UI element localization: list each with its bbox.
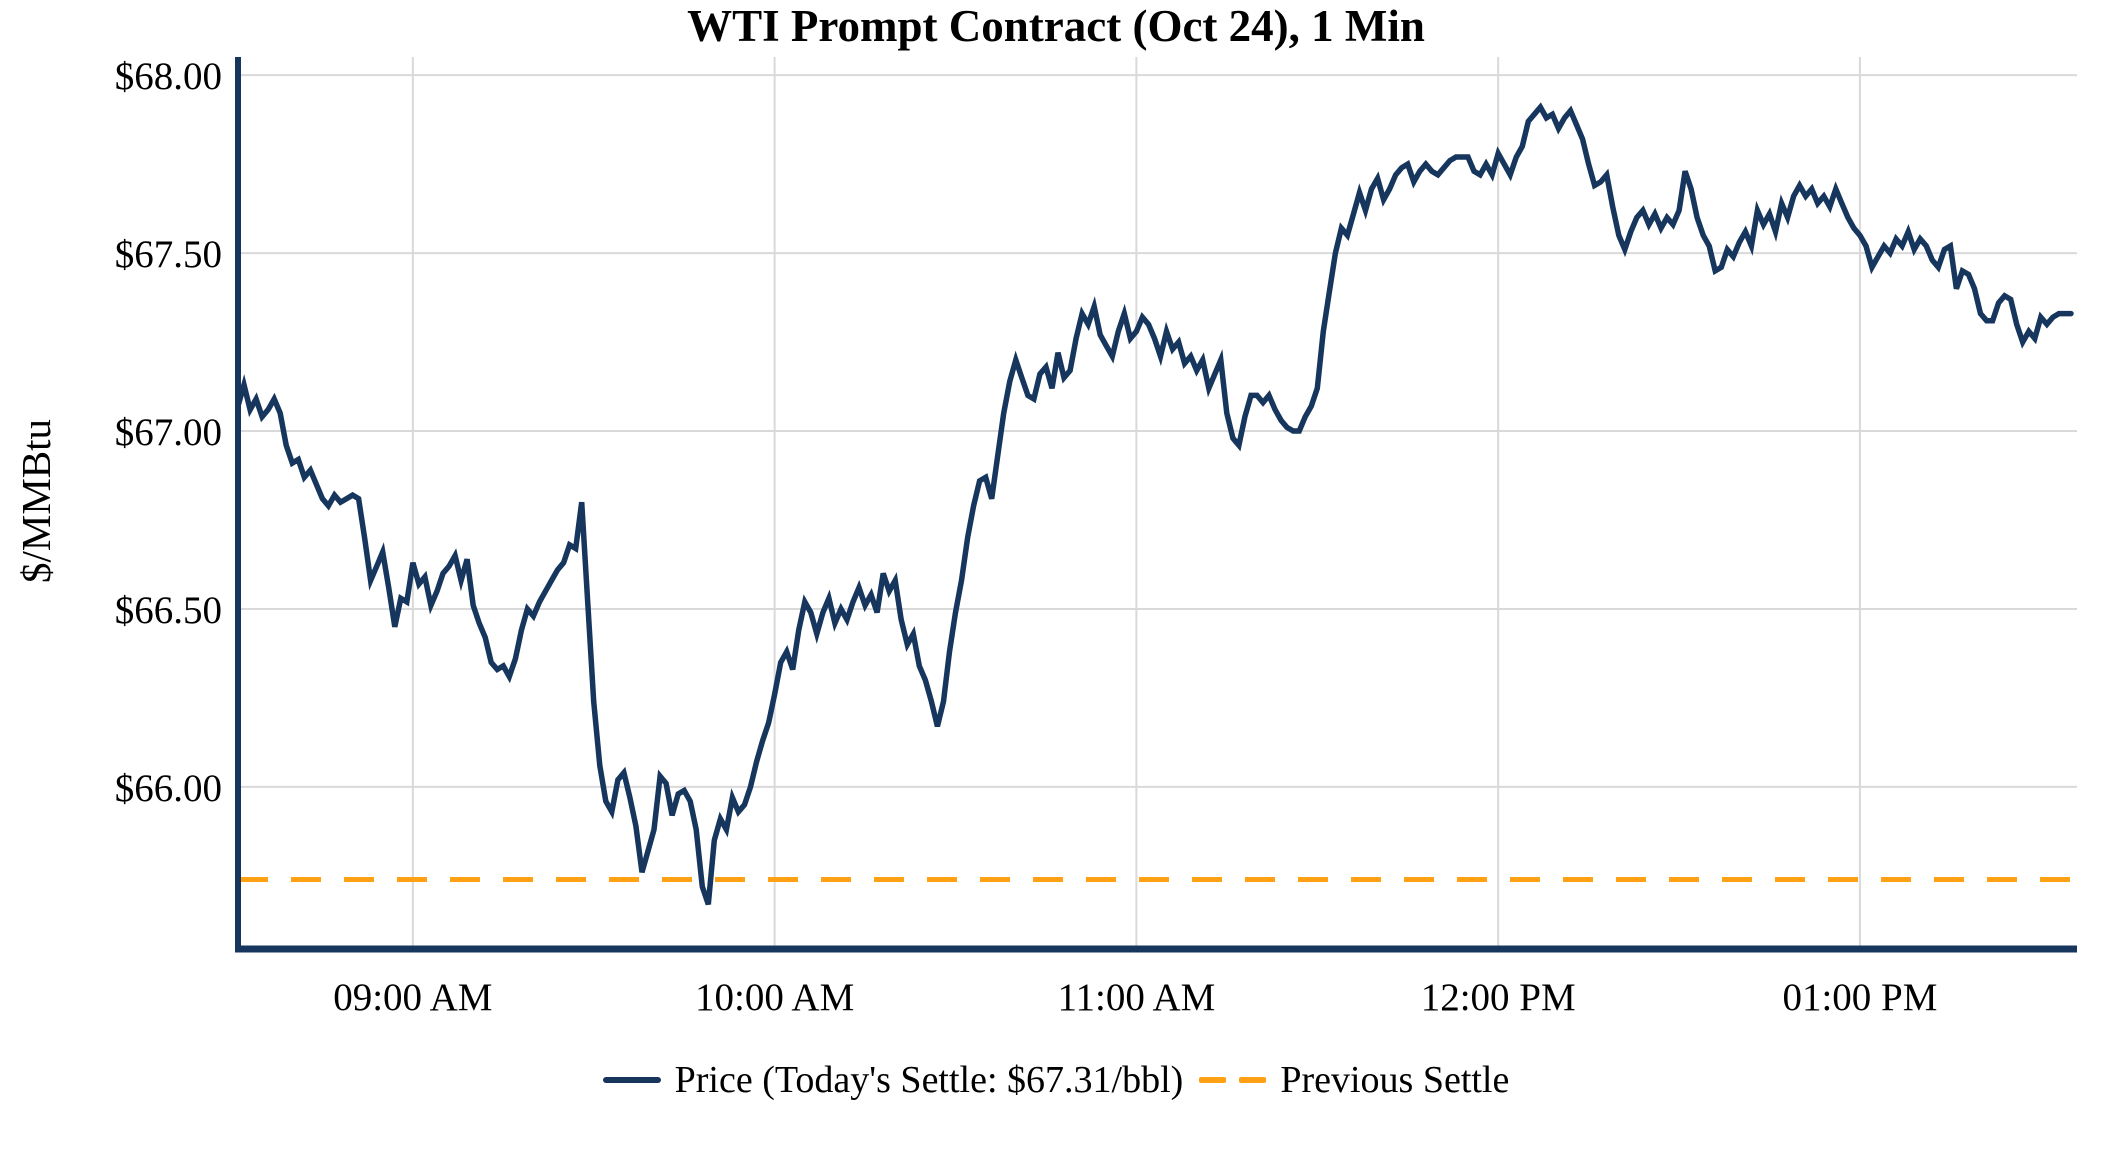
legend-price-label: Price (Today's Settle: $67.31/bbl) bbox=[674, 1059, 1184, 1101]
previous-settle-dash-icon bbox=[1199, 1077, 1267, 1083]
chart-title: WTI Prompt Contract (Oct 24), 1 Min bbox=[687, 1, 1425, 51]
svg-text:$67.50: $67.50 bbox=[115, 233, 222, 276]
svg-text:$66.00: $66.00 bbox=[115, 767, 222, 810]
axes bbox=[235, 57, 2077, 953]
y-tick-labels: $68.00 $67.50 $67.00 $66.50 $66.00 bbox=[115, 55, 222, 810]
price-line-swatch-icon bbox=[602, 1077, 661, 1083]
legend: Price (Today's Settle: $67.31/bbl) Previ… bbox=[0, 1058, 2112, 1102]
legend-item-previous-settle: Previous Settle bbox=[1199, 1058, 1509, 1102]
svg-text:11:00 AM: 11:00 AM bbox=[1057, 976, 1215, 1019]
gridlines bbox=[238, 57, 2077, 946]
price-line bbox=[235, 102, 2074, 906]
svg-text:$67.00: $67.00 bbox=[115, 411, 222, 454]
x-tick-labels: 09:00 AM 10:00 AM 11:00 AM 12:00 PM 01:00 PM bbox=[333, 976, 1937, 1019]
legend-previous-settle-label: Previous Settle bbox=[1280, 1059, 1510, 1101]
svg-text:$66.50: $66.50 bbox=[115, 589, 222, 632]
svg-text:$68.00: $68.00 bbox=[115, 55, 222, 98]
svg-text:12:00 PM: 12:00 PM bbox=[1421, 976, 1576, 1019]
svg-text:10:00 AM: 10:00 AM bbox=[695, 976, 854, 1019]
svg-text:09:00 AM: 09:00 AM bbox=[333, 976, 492, 1019]
legend-item-price: Price (Today's Settle: $67.31/bbl) bbox=[602, 1058, 1184, 1102]
svg-text:01:00 PM: 01:00 PM bbox=[1782, 976, 1937, 1019]
